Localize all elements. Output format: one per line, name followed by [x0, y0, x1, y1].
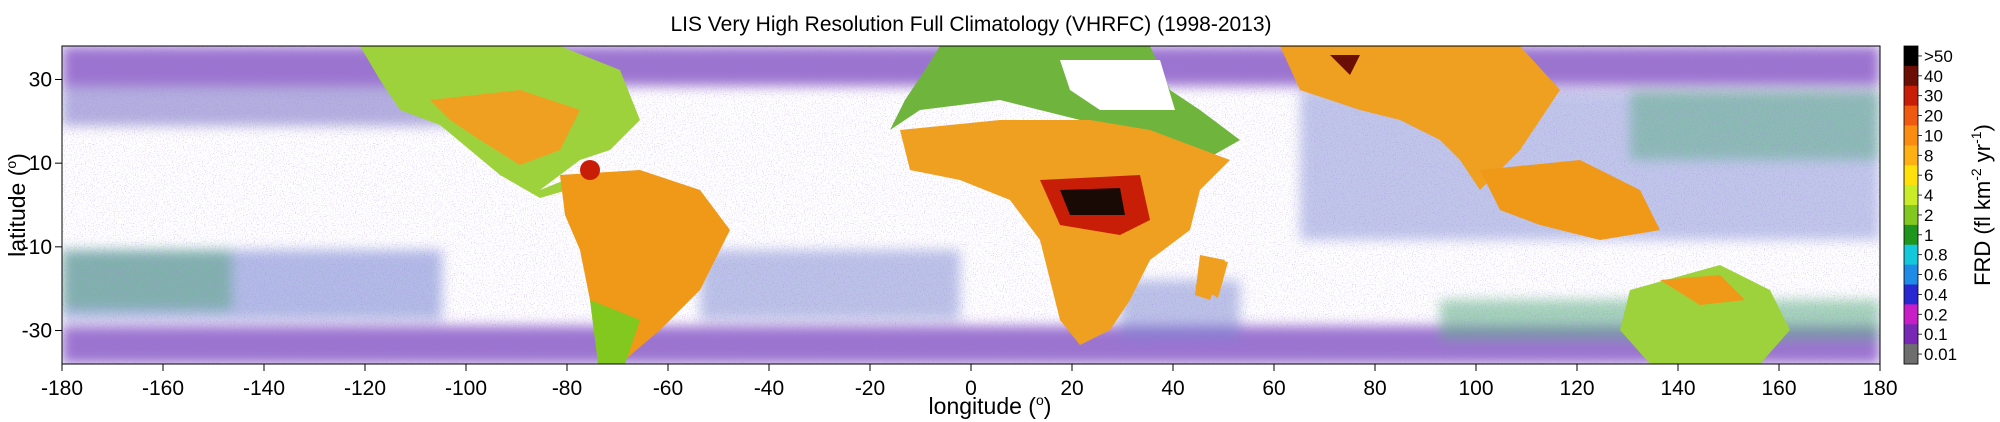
- x-tick-label: 40: [1161, 377, 1184, 400]
- colorbar-swatch: [1904, 185, 1918, 206]
- x-axis-label: longitude: [929, 393, 1022, 419]
- x-tick-label: 60: [1262, 377, 1285, 400]
- colorbar-swatch: [1904, 105, 1918, 126]
- y-axis-unit: o: [3, 161, 19, 169]
- colorbar-frame: [1903, 45, 1919, 365]
- x-tick-label: 80: [1363, 377, 1386, 400]
- colorbar-label-mid: yr: [1970, 144, 1995, 168]
- x-tick-label: -20: [855, 377, 885, 400]
- colorbar-swatch: [1904, 244, 1918, 266]
- x-tick-label: -180: [41, 377, 83, 400]
- y-axis-title: latitude (o): [3, 153, 30, 257]
- x-tick-label: -60: [653, 377, 683, 400]
- colorbar-level-label: 20: [1924, 107, 1943, 126]
- y-axis: 30 10 -10 -30: [22, 68, 62, 343]
- colorbar-swatch: [1904, 165, 1918, 186]
- x-tick-label: -100: [445, 377, 487, 400]
- x-axis-title: longitude (o): [929, 392, 1052, 419]
- colorbar-swatch: [1904, 264, 1918, 285]
- colorbar-title: FRD (fl km-2 yr-1): [1968, 124, 1995, 286]
- x-tick-label: -140: [243, 377, 285, 400]
- colorbar-level-label: >50: [1924, 47, 1953, 66]
- colorbar-swatch: [1904, 284, 1918, 305]
- colorbar-swatch: [1904, 324, 1918, 345]
- colorbar-label-prefix: FRD (fl km: [1970, 181, 1995, 286]
- x-tick-label: -40: [754, 377, 784, 400]
- colorbar-swatch: [1904, 205, 1918, 226]
- colorbar-level-label: 0.6: [1924, 266, 1948, 285]
- y-tick-label: 10: [29, 152, 52, 175]
- map-title: LIS Very High Resolution Full Climatolog…: [670, 13, 1271, 36]
- x-axis-unit: o: [1036, 392, 1044, 408]
- colorbar-swatch: [1904, 85, 1918, 107]
- colorbar-level-label: 30: [1924, 87, 1943, 106]
- colorbar-level-label: 10: [1924, 126, 1943, 145]
- x-tick-label: 180: [1862, 377, 1897, 400]
- x-tick-label: -120: [344, 377, 386, 400]
- colorbar-label-exp1: -2: [1968, 168, 1984, 181]
- x-tick-label: 100: [1458, 377, 1493, 400]
- colorbar-level-label: 0.1: [1924, 325, 1948, 344]
- x-tick-label: 120: [1559, 377, 1594, 400]
- colorbar-swatch: [1904, 344, 1918, 365]
- x-tick-label: 20: [1060, 377, 1083, 400]
- x-tick-label: 160: [1761, 377, 1796, 400]
- x-tick-label: 140: [1660, 377, 1695, 400]
- land-masses: [360, 46, 1790, 364]
- colorbar-level-label: 6: [1924, 166, 1933, 185]
- colorbar-level-label: 0.4: [1924, 285, 1948, 304]
- y-tick-label: -10: [22, 236, 52, 259]
- x-axis: -180 -160 -140 -120 -100 -80 -60 -40 -20 0 20 40 60 8…: [41, 364, 1898, 400]
- colorbar-swatch: [1904, 224, 1918, 246]
- colorbar-level-label: 4: [1924, 186, 1933, 205]
- colorbar-level-label: 2: [1924, 206, 1933, 225]
- colorbar-swatch: [1904, 145, 1918, 166]
- map-plot-area: [62, 46, 1880, 364]
- colorbar-level-label: 0.2: [1924, 305, 1948, 324]
- y-axis-label: latitude: [4, 183, 30, 257]
- colorbar-level-label: 0.01: [1924, 345, 1957, 364]
- colorbar-level-label: 0.8: [1924, 246, 1948, 265]
- colorbar-label-suffix: ): [1970, 124, 1995, 131]
- colorbar-swatch: [1904, 46, 1918, 67]
- y-tick-label: -30: [22, 320, 52, 343]
- colorbar-swatch: [1904, 125, 1918, 146]
- colorbar-swatch: [1904, 304, 1918, 325]
- colorbar-label-exp2: -1: [1968, 131, 1984, 144]
- x-tick-label: 0: [965, 377, 977, 400]
- colorbar-level-label: 40: [1924, 67, 1943, 86]
- y-tick-label: 30: [29, 68, 52, 91]
- x-tick-label: -80: [552, 377, 582, 400]
- x-tick-label: -160: [142, 377, 184, 400]
- colorbar-level-label: 8: [1924, 146, 1933, 165]
- colorbar-swatch: [1904, 65, 1918, 87]
- colorbar-level-label: 1: [1924, 226, 1933, 245]
